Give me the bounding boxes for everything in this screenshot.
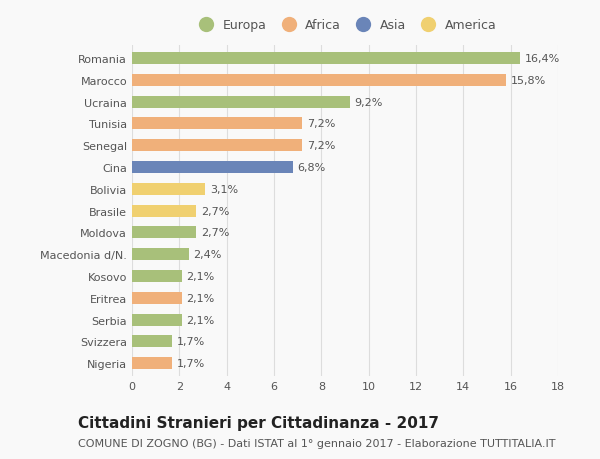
Bar xyxy=(132,314,182,326)
Text: 2,1%: 2,1% xyxy=(187,315,215,325)
Bar xyxy=(132,358,172,369)
Text: 2,7%: 2,7% xyxy=(200,206,229,216)
Text: 6,8%: 6,8% xyxy=(298,162,326,173)
Bar xyxy=(132,53,520,65)
Text: 2,1%: 2,1% xyxy=(187,271,215,281)
Text: 7,2%: 7,2% xyxy=(307,119,335,129)
Text: Cittadini Stranieri per Cittadinanza - 2017: Cittadini Stranieri per Cittadinanza - 2… xyxy=(78,415,439,431)
Bar xyxy=(132,292,182,304)
Text: 2,4%: 2,4% xyxy=(194,250,222,260)
Text: COMUNE DI ZOGNO (BG) - Dati ISTAT al 1° gennaio 2017 - Elaborazione TUTTITALIA.I: COMUNE DI ZOGNO (BG) - Dati ISTAT al 1° … xyxy=(78,438,556,448)
Bar xyxy=(132,184,205,196)
Bar xyxy=(132,249,189,261)
Bar xyxy=(132,118,302,130)
Text: 15,8%: 15,8% xyxy=(511,76,546,86)
Text: 3,1%: 3,1% xyxy=(210,185,238,195)
Text: 2,7%: 2,7% xyxy=(200,228,229,238)
Bar xyxy=(132,75,506,87)
Bar xyxy=(132,227,196,239)
Text: 16,4%: 16,4% xyxy=(525,54,560,64)
Text: 1,7%: 1,7% xyxy=(177,336,205,347)
Bar xyxy=(132,205,196,217)
Text: 2,1%: 2,1% xyxy=(187,293,215,303)
Bar xyxy=(132,140,302,152)
Legend: Europa, Africa, Asia, America: Europa, Africa, Asia, America xyxy=(194,19,496,32)
Text: 7,2%: 7,2% xyxy=(307,141,335,151)
Text: 1,7%: 1,7% xyxy=(177,358,205,368)
Bar xyxy=(132,336,172,347)
Text: 9,2%: 9,2% xyxy=(355,97,383,107)
Bar xyxy=(132,96,350,108)
Bar xyxy=(132,162,293,174)
Bar xyxy=(132,270,182,282)
